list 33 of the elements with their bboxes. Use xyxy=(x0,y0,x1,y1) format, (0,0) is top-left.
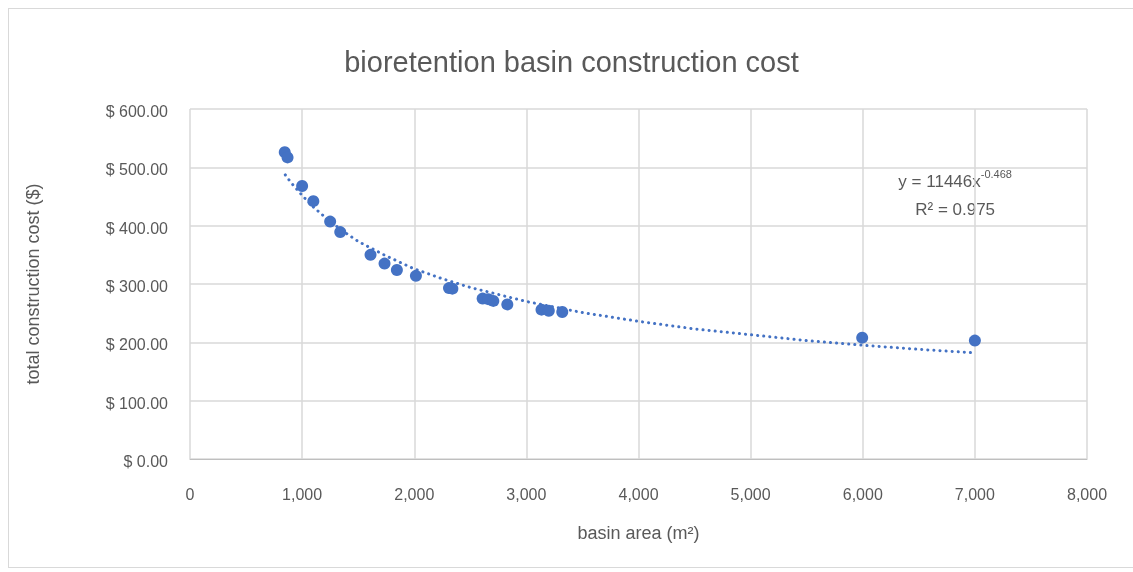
y-tick-label: $ 500.00 xyxy=(105,161,169,179)
point xyxy=(556,306,569,318)
point xyxy=(501,298,514,311)
x-tick-label: 6,000 xyxy=(842,485,883,503)
chart-title: bioretention basin construction cost xyxy=(344,45,799,78)
x-axis-title: basin area (m²) xyxy=(577,523,700,543)
point xyxy=(296,180,309,192)
point xyxy=(390,264,403,276)
y-tick-label: $ 400.00 xyxy=(105,219,169,237)
y-axis-title: total construction cost ($) xyxy=(23,183,43,385)
x-tick-label: 5,000 xyxy=(730,485,771,503)
y-tick-label: $ 600.00 xyxy=(105,103,169,120)
point xyxy=(378,257,391,270)
annotation: R² = 0.975 xyxy=(915,200,996,219)
y-tick-label: $ 100.00 xyxy=(105,394,169,412)
y-tick-label: $ 0.00 xyxy=(123,453,169,470)
x-tick-label: 3,000 xyxy=(506,485,547,503)
x-tick-label: 8,000 xyxy=(1066,485,1108,503)
x-tick-label: 4,000 xyxy=(618,485,659,503)
point xyxy=(334,226,347,239)
y-tick-label: $ 200.00 xyxy=(105,336,169,354)
point xyxy=(968,334,981,347)
point xyxy=(281,151,294,164)
point xyxy=(856,331,869,344)
point xyxy=(307,195,320,208)
x-tick-label: 0 xyxy=(185,485,195,503)
point xyxy=(324,215,337,228)
point xyxy=(364,248,377,261)
x-tick-label: 2,000 xyxy=(394,485,435,503)
x-tick-label: 1,000 xyxy=(282,485,323,503)
point xyxy=(409,269,422,282)
y-tick-label: $ 300.00 xyxy=(105,278,169,295)
x-tick-label: 7,000 xyxy=(954,485,995,503)
